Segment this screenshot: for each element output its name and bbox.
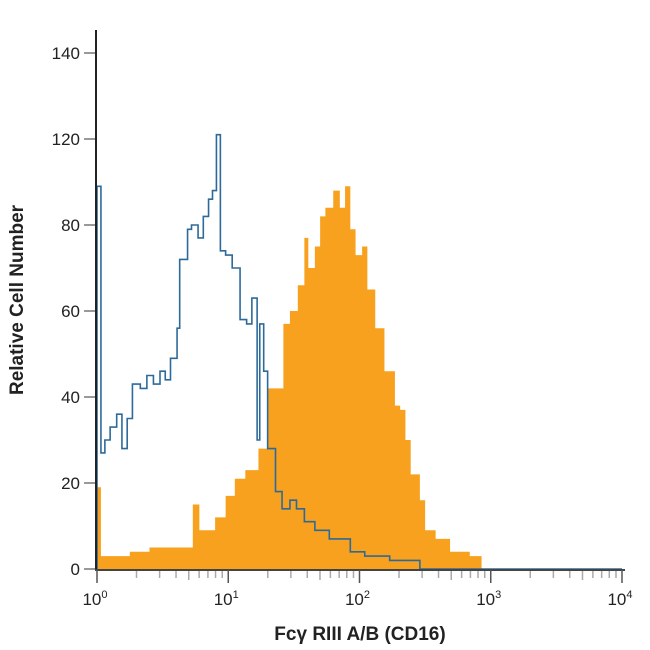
y-axis-title: Relative Cell Number <box>7 204 28 395</box>
y-tick-label: 40 <box>61 388 80 407</box>
x-tick-exponent: 0 <box>101 589 107 601</box>
histogram-outline-isotype <box>96 133 622 570</box>
x-tick-label: 103 <box>476 589 501 609</box>
x-tick-label: 101 <box>214 589 239 609</box>
x-tick-base: 10 <box>82 590 101 609</box>
x-tick-base: 10 <box>214 590 233 609</box>
y-tick-label: 120 <box>52 130 80 149</box>
x-tick-label: 102 <box>345 589 370 609</box>
x-tick-base: 10 <box>607 590 626 609</box>
x-tick-base: 10 <box>345 590 364 609</box>
x-tick-base: 10 <box>476 590 495 609</box>
x-tick-exponent: 3 <box>495 589 501 601</box>
series-layer <box>96 133 622 570</box>
y-tick-label: 140 <box>52 44 80 63</box>
y-tick-label: 80 <box>61 216 80 235</box>
histogram-filled-cd16 <box>97 186 482 570</box>
x-tick-exponent: 4 <box>626 589 632 601</box>
x-tick-exponent: 2 <box>364 589 370 601</box>
x-tick-exponent: 1 <box>233 589 239 601</box>
y-tick-label: 20 <box>61 474 80 493</box>
y-tick-label: 60 <box>61 302 80 321</box>
x-tick-label: 100 <box>82 589 107 609</box>
x-axis-title: Fcγ RIII A/B (CD16) <box>274 624 445 645</box>
y-tick-label: 0 <box>71 560 80 579</box>
x-tick-label: 104 <box>607 589 632 609</box>
